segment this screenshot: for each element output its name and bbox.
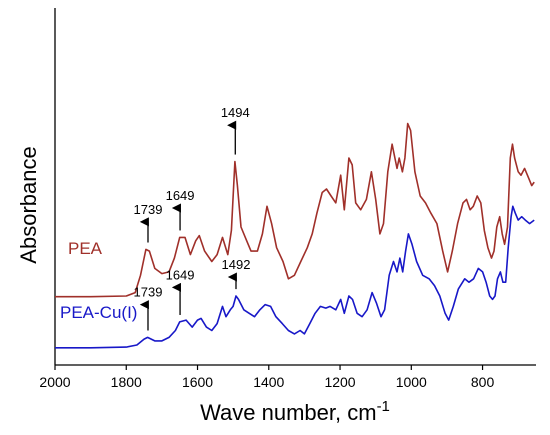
x-tick-label: 2000 (39, 374, 70, 390)
x-tick-label: 1800 (111, 374, 142, 390)
x-axis-ticks: 2000 1800 1600 1400 1200 1000 800 (39, 365, 494, 390)
plot-frame (54, 8, 536, 366)
x-tick-label: 1000 (396, 374, 427, 390)
series-label-pea: PEA (68, 239, 103, 258)
x-tick-label: 1600 (182, 374, 213, 390)
peak-label: 1649 (166, 188, 195, 203)
peak-label: 1739 (134, 202, 163, 217)
x-axis-title: Wave number, cm-1 (200, 398, 390, 425)
x-tick-label: 1200 (324, 374, 355, 390)
peak-label: 1739 (134, 285, 163, 300)
x-tick-label: 1400 (253, 374, 284, 390)
series-line-pea-cu (55, 205, 535, 349)
series-label-pea-cu: PEA-Cu(I) (60, 303, 137, 322)
series-lines (55, 122, 535, 349)
series-line-pea (55, 122, 535, 298)
y-axis-title: Absorbance (16, 146, 41, 263)
peak-label: 1492 (222, 257, 251, 272)
x-axis-title-superscript: -1 (377, 398, 390, 415)
peak-label: 1494 (221, 105, 250, 120)
x-tick-label: 800 (471, 374, 495, 390)
peak-label: 1649 (166, 267, 195, 282)
x-axis-title-main: Wave number, cm (200, 400, 376, 425)
